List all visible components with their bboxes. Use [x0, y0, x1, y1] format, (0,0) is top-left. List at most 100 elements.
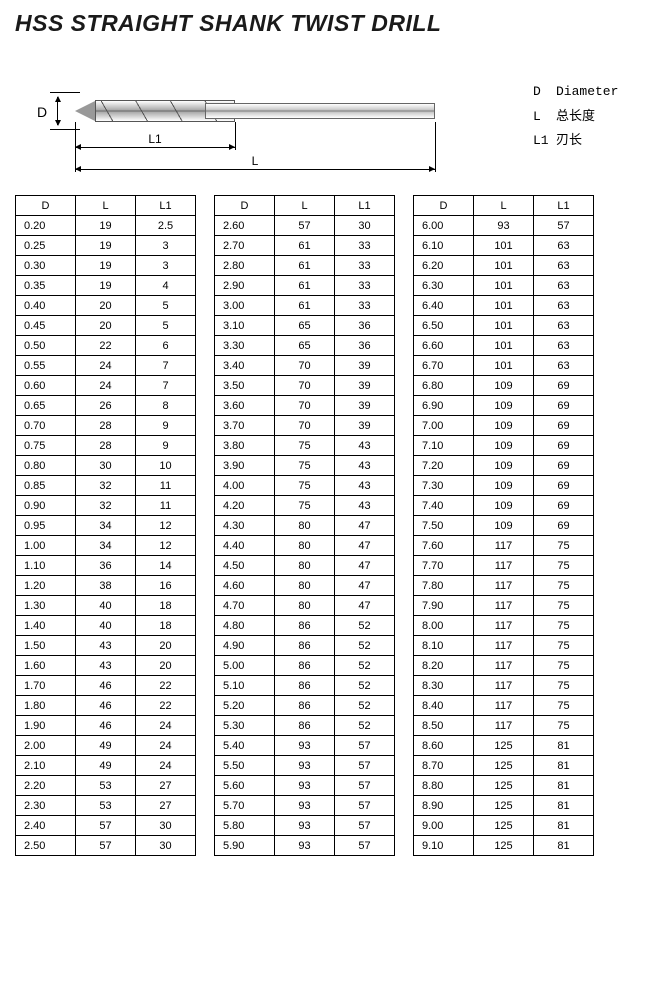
table-cell: 7	[136, 376, 196, 396]
table-cell: 69	[534, 416, 594, 436]
table-row: 5.509357	[215, 756, 395, 776]
table-cell: 8.90	[414, 796, 474, 816]
table-header-cell: D	[215, 196, 275, 216]
table-cell: 93	[474, 216, 534, 236]
table-cell: 109	[474, 516, 534, 536]
table-row: 6.8010969	[414, 376, 594, 396]
table-cell: 75	[275, 456, 335, 476]
table-cell: 125	[474, 796, 534, 816]
table-cell: 80	[275, 536, 335, 556]
table-cell: 63	[534, 276, 594, 296]
table-cell: 57	[275, 216, 335, 236]
table-cell: 117	[474, 716, 534, 736]
table-cell: 53	[76, 776, 136, 796]
table-cell: 6	[136, 336, 196, 356]
table-cell: 22	[136, 676, 196, 696]
table-cell: 43	[335, 456, 395, 476]
drill-shank	[205, 103, 435, 119]
table-cell: 75	[275, 476, 335, 496]
table-cell: 80	[275, 576, 335, 596]
table-cell: 24	[76, 356, 136, 376]
table-cell: 52	[335, 616, 395, 636]
table-cell: 125	[474, 836, 534, 856]
legend-key: D	[533, 80, 551, 105]
dim-l1-label: L1	[75, 132, 235, 146]
drill-diagram: D L1 L	[15, 62, 533, 172]
table-cell: 63	[534, 336, 594, 356]
table-cell: 7.40	[414, 496, 474, 516]
legend-val: 总长度	[556, 105, 595, 130]
table-cell: 33	[335, 256, 395, 276]
table-cell: 75	[534, 596, 594, 616]
table-cell: 43	[76, 636, 136, 656]
table-cell: 36	[335, 316, 395, 336]
table-cell: 0.45	[16, 316, 76, 336]
table-cell: 63	[534, 296, 594, 316]
table-cell: 52	[335, 716, 395, 736]
table-row: 2.305327	[16, 796, 196, 816]
table-cell: 65	[275, 336, 335, 356]
table-cell: 0.70	[16, 416, 76, 436]
legend: D Diameter L 总长度 L1 刃长	[533, 80, 653, 154]
table-cell: 1.40	[16, 616, 76, 636]
table-row: 5.008652	[215, 656, 395, 676]
table-cell: 33	[335, 236, 395, 256]
table-row: 0.70289	[16, 416, 196, 436]
table-cell: 39	[335, 396, 395, 416]
table-cell: 7.80	[414, 576, 474, 596]
table-cell: 69	[534, 376, 594, 396]
table-cell: 30	[136, 836, 196, 856]
table-cell: 36	[335, 336, 395, 356]
table-cell: 75	[534, 636, 594, 656]
table-cell: 8.30	[414, 676, 474, 696]
table-cell: 63	[534, 236, 594, 256]
table-cell: 3	[136, 256, 196, 276]
table-cell: 24	[136, 736, 196, 756]
table-row: 3.006133	[215, 296, 395, 316]
table-cell: 70	[275, 396, 335, 416]
table-cell: 6.90	[414, 396, 474, 416]
table-cell: 0.95	[16, 516, 76, 536]
table-cell: 40	[76, 596, 136, 616]
table-cell: 19	[76, 216, 136, 236]
legend-key: L1	[533, 129, 551, 154]
table-cell: 3.90	[215, 456, 275, 476]
table-cell: 109	[474, 496, 534, 516]
table-cell: 53	[76, 796, 136, 816]
table-cell: 34	[76, 536, 136, 556]
table-cell: 46	[76, 676, 136, 696]
table-cell: 75	[534, 536, 594, 556]
dim-d-label: D	[37, 104, 47, 120]
table-cell: 8.80	[414, 776, 474, 796]
table-cell: 101	[474, 276, 534, 296]
table-cell: 109	[474, 416, 534, 436]
table-cell: 14	[136, 556, 196, 576]
table-cell: 19	[76, 236, 136, 256]
page-title: HSS STRAIGHT SHANK TWIST DRILL	[15, 10, 653, 37]
table-row: 5.909357	[215, 836, 395, 856]
table-row: 1.704622	[16, 676, 196, 696]
table-cell: 69	[534, 456, 594, 476]
table-cell: 75	[534, 676, 594, 696]
table-cell: 0.30	[16, 256, 76, 276]
table-cell: 38	[76, 576, 136, 596]
table-header-cell: L1	[335, 196, 395, 216]
table-cell: 30	[136, 816, 196, 836]
table-cell: 81	[534, 816, 594, 836]
table-cell: 4.50	[215, 556, 275, 576]
table-cell: 65	[275, 316, 335, 336]
table-row: 6.3010163	[414, 276, 594, 296]
table-cell: 18	[136, 596, 196, 616]
table-row: 3.407039	[215, 356, 395, 376]
table-row: 1.103614	[16, 556, 196, 576]
table-cell: 63	[534, 356, 594, 376]
table-cell: 8.50	[414, 716, 474, 736]
table-header-row: DLL1	[414, 196, 594, 216]
table-cell: 109	[474, 396, 534, 416]
table-cell: 117	[474, 536, 534, 556]
table-cell: 57	[335, 736, 395, 756]
table-cell: 7.90	[414, 596, 474, 616]
table-cell: 117	[474, 676, 534, 696]
table-cell: 117	[474, 556, 534, 576]
dim-d-arrow	[57, 97, 58, 125]
